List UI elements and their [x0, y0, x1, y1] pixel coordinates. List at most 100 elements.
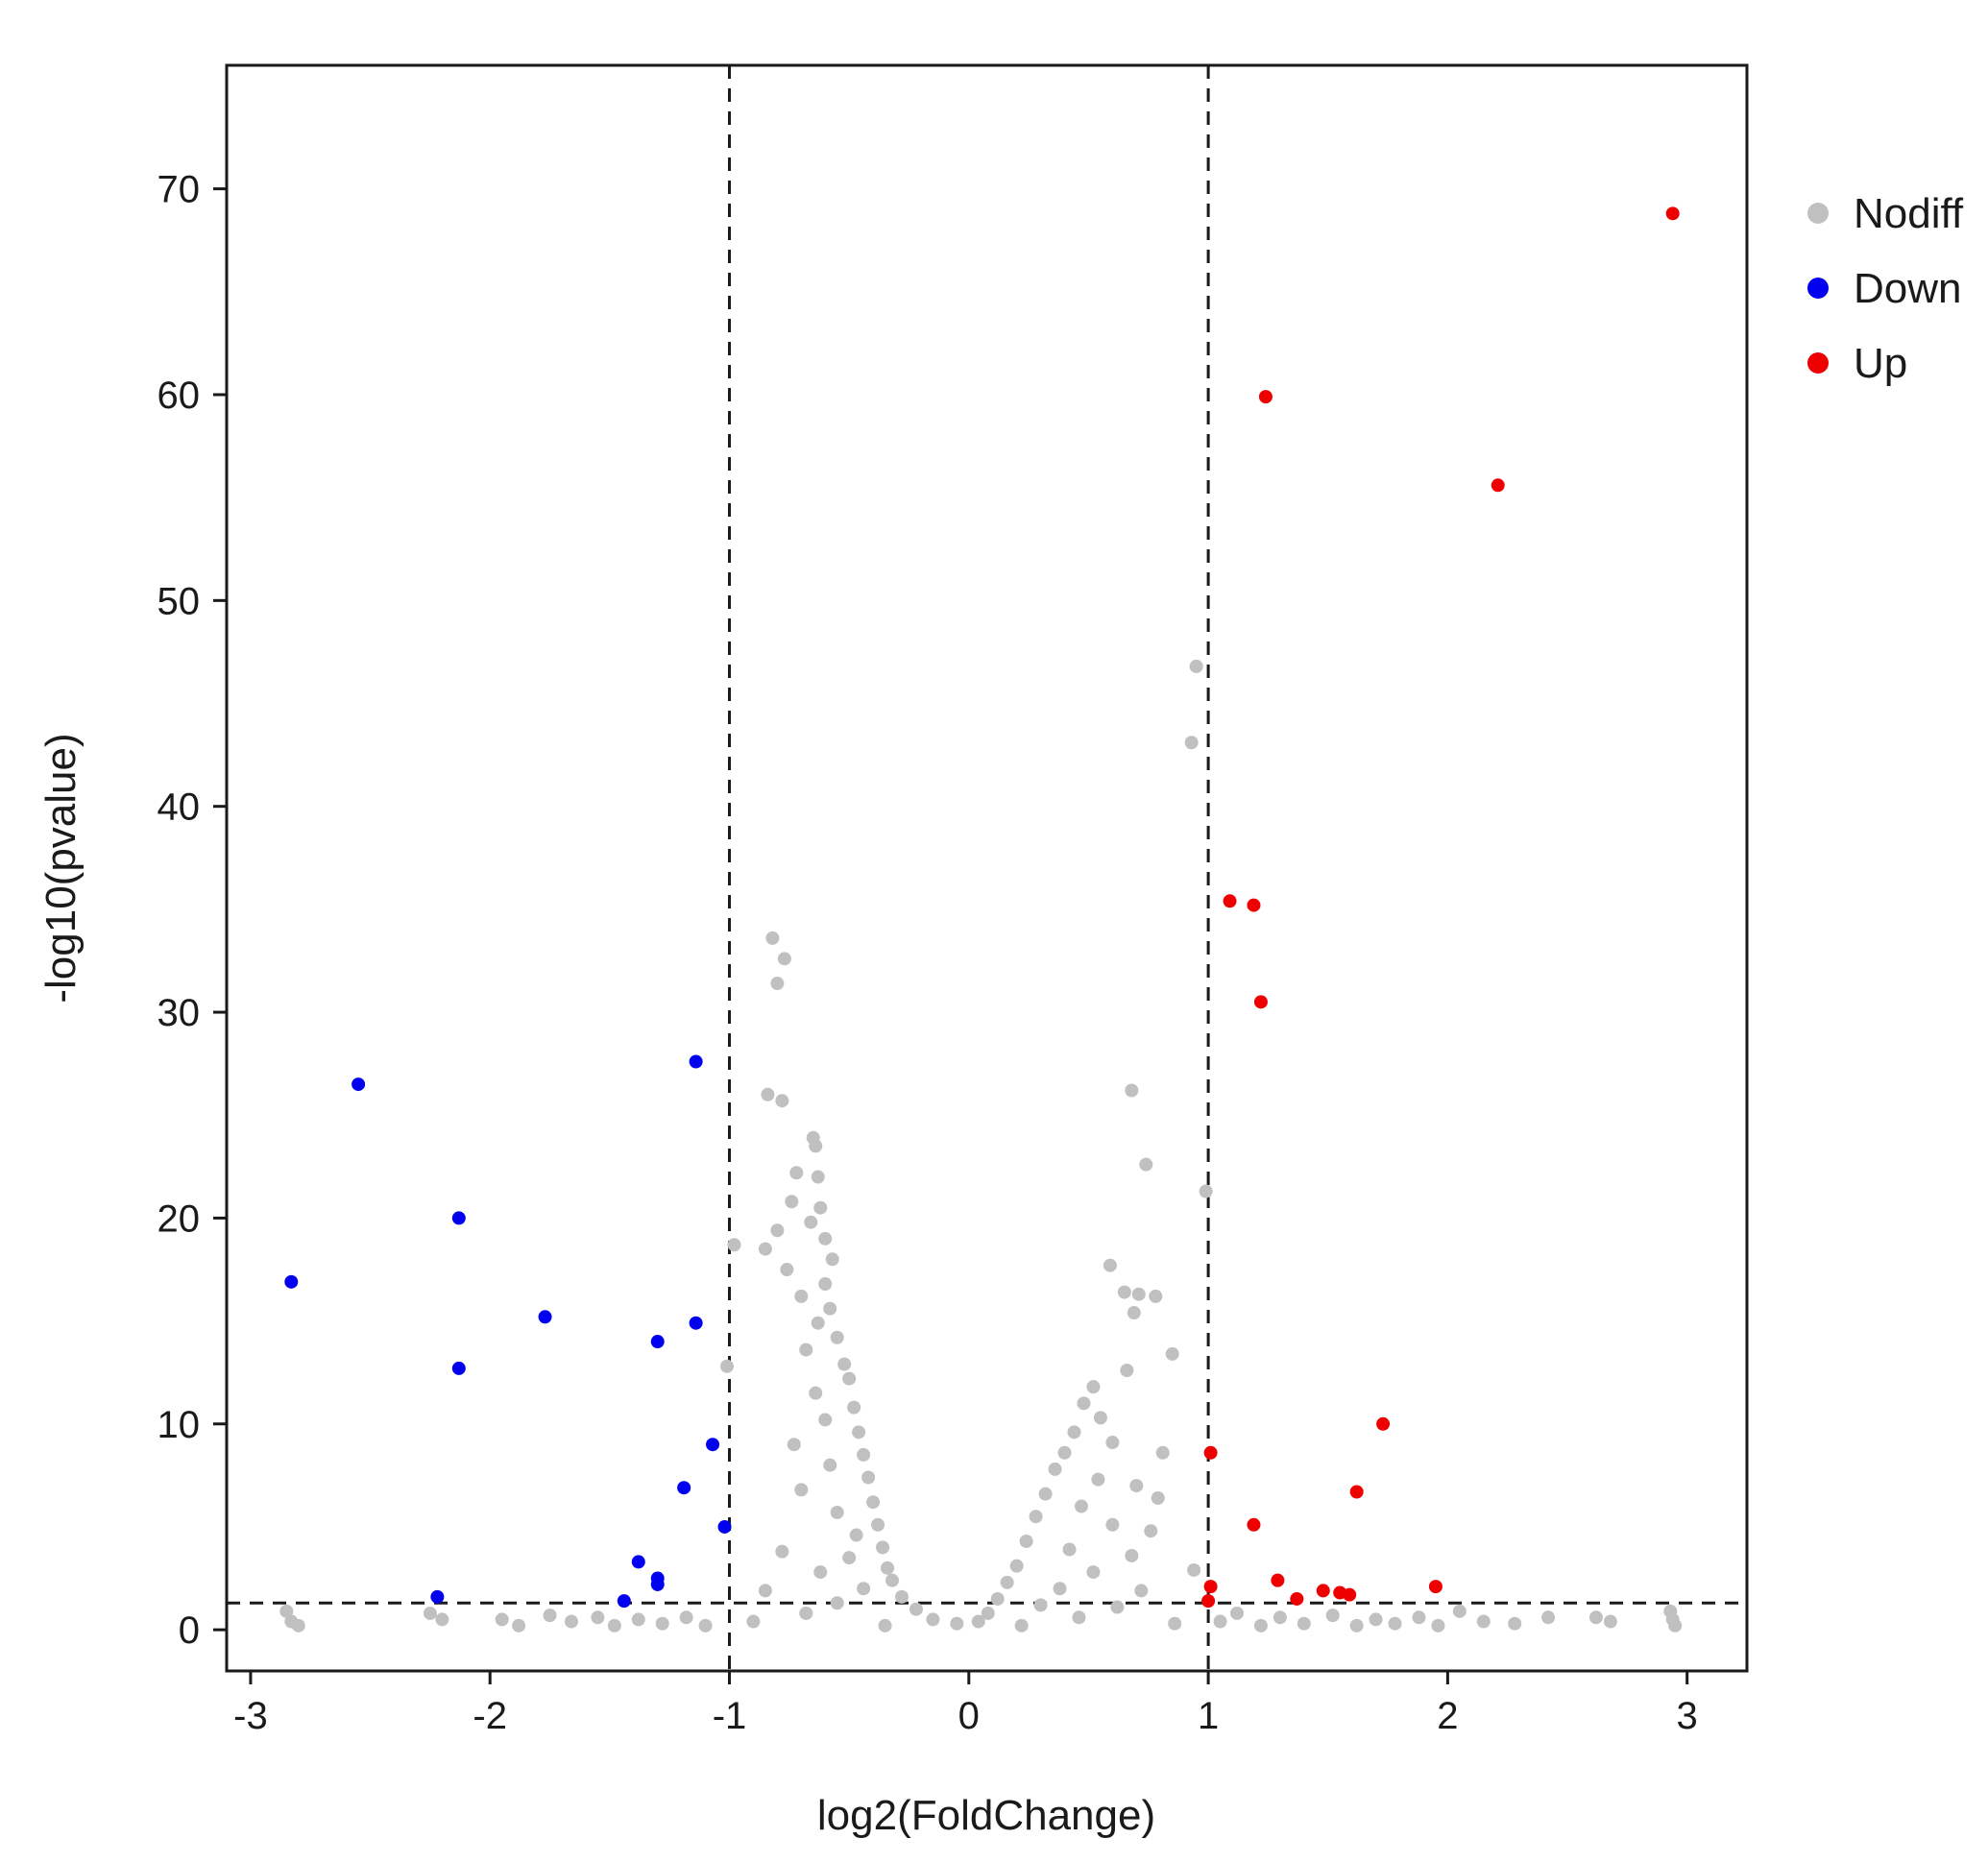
point-nodiff — [1151, 1490, 1165, 1505]
point-up — [1253, 995, 1268, 1009]
point-down — [689, 1054, 703, 1069]
point-nodiff — [811, 1170, 825, 1184]
point-down — [650, 1335, 665, 1349]
point-nodiff — [842, 1551, 857, 1565]
point-nodiff — [1369, 1612, 1383, 1627]
point-up — [1271, 1573, 1285, 1587]
point-nodiff — [1077, 1396, 1091, 1411]
point-nodiff — [1062, 1542, 1077, 1557]
point-down — [617, 1594, 631, 1609]
point-nodiff — [794, 1289, 809, 1303]
point-nodiff — [1508, 1616, 1522, 1631]
point-down — [538, 1310, 552, 1324]
point-up — [1290, 1591, 1304, 1606]
point-nodiff — [291, 1618, 305, 1633]
point-nodiff — [818, 1413, 833, 1427]
point-nodiff — [881, 1561, 895, 1575]
point-nodiff — [799, 1606, 813, 1620]
point-nodiff — [1000, 1575, 1014, 1589]
point-nodiff — [825, 1252, 839, 1267]
point-nodiff — [830, 1505, 844, 1519]
point-nodiff — [861, 1470, 876, 1485]
point-nodiff — [758, 1242, 772, 1256]
y-tick-label: 40 — [158, 786, 201, 829]
point-nodiff — [1412, 1610, 1426, 1625]
point-nodiff — [1105, 1436, 1120, 1450]
x-tick-label: -2 — [473, 1695, 507, 1737]
point-nodiff — [727, 1238, 741, 1252]
x-tick-label: -1 — [713, 1695, 747, 1737]
legend-marker-up — [1807, 352, 1829, 374]
point-nodiff — [679, 1610, 693, 1625]
point-nodiff — [804, 1215, 818, 1229]
point-nodiff — [857, 1447, 871, 1462]
point-nodiff — [543, 1609, 557, 1623]
point-down — [677, 1481, 691, 1495]
point-up — [1316, 1584, 1330, 1598]
point-nodiff — [1117, 1285, 1131, 1299]
point-nodiff — [1349, 1618, 1364, 1633]
point-nodiff — [1048, 1462, 1062, 1476]
x-tick-label: 0 — [958, 1695, 980, 1737]
point-up — [1376, 1416, 1391, 1431]
point-up — [1428, 1580, 1443, 1594]
point-nodiff — [789, 1166, 804, 1180]
y-tick-label: 50 — [158, 580, 201, 622]
point-nodiff — [1297, 1616, 1311, 1631]
point-nodiff — [1213, 1614, 1227, 1629]
point-nodiff — [799, 1343, 813, 1357]
point-up — [1258, 390, 1273, 404]
legend-label-down: Down — [1854, 265, 1962, 312]
point-nodiff — [830, 1330, 844, 1344]
x-tick-label: 2 — [1437, 1695, 1458, 1737]
legend-label-nodiff: Nodiff — [1854, 190, 1964, 237]
y-tick-label: 10 — [158, 1404, 201, 1446]
point-nodiff — [878, 1618, 892, 1633]
point-nodiff — [698, 1618, 713, 1633]
point-nodiff — [1230, 1606, 1245, 1620]
point-up — [1665, 206, 1680, 221]
point-nodiff — [775, 1094, 789, 1108]
point-nodiff — [495, 1612, 509, 1627]
point-down — [352, 1077, 366, 1092]
point-nodiff — [1053, 1582, 1067, 1596]
point-nodiff — [950, 1616, 964, 1631]
point-nodiff — [1103, 1258, 1117, 1272]
plot-panel — [225, 63, 1749, 1673]
point-nodiff — [279, 1604, 294, 1618]
point-nodiff — [823, 1458, 837, 1472]
point-nodiff — [1139, 1157, 1153, 1172]
point-nodiff — [1086, 1565, 1101, 1580]
point-nodiff — [1129, 1479, 1144, 1493]
point-nodiff — [809, 1386, 823, 1400]
point-nodiff — [512, 1618, 526, 1633]
point-down — [451, 1211, 466, 1225]
y-tick-label: 20 — [158, 1198, 201, 1240]
point-nodiff — [852, 1425, 866, 1440]
x-axis: -3 -2 -1 0 1 2 3 — [233, 1671, 1698, 1737]
point-down — [451, 1361, 466, 1375]
point-nodiff — [813, 1200, 828, 1215]
point-nodiff — [720, 1359, 735, 1373]
point-nodiff — [866, 1495, 881, 1510]
point-nodiff — [1588, 1610, 1603, 1625]
point-nodiff — [1476, 1614, 1491, 1629]
point-nodiff — [564, 1614, 578, 1629]
legend-label-up: Up — [1854, 340, 1907, 387]
point-nodiff — [746, 1614, 761, 1629]
x-axis-title: log2(FoldChange) — [817, 1792, 1155, 1839]
point-nodiff — [971, 1614, 985, 1629]
point-nodiff — [1057, 1445, 1072, 1460]
point-nodiff — [1019, 1534, 1033, 1548]
point-nodiff — [895, 1589, 909, 1604]
point-nodiff — [1120, 1364, 1134, 1378]
point-nodiff — [1149, 1289, 1163, 1303]
point-nodiff — [794, 1483, 809, 1497]
point-nodiff — [1668, 1618, 1683, 1633]
point-up — [1223, 894, 1237, 908]
point-nodiff — [777, 952, 791, 966]
legend-marker-down — [1807, 278, 1829, 299]
point-nodiff — [885, 1573, 900, 1587]
point-nodiff — [849, 1528, 863, 1542]
point-nodiff — [811, 1316, 825, 1330]
